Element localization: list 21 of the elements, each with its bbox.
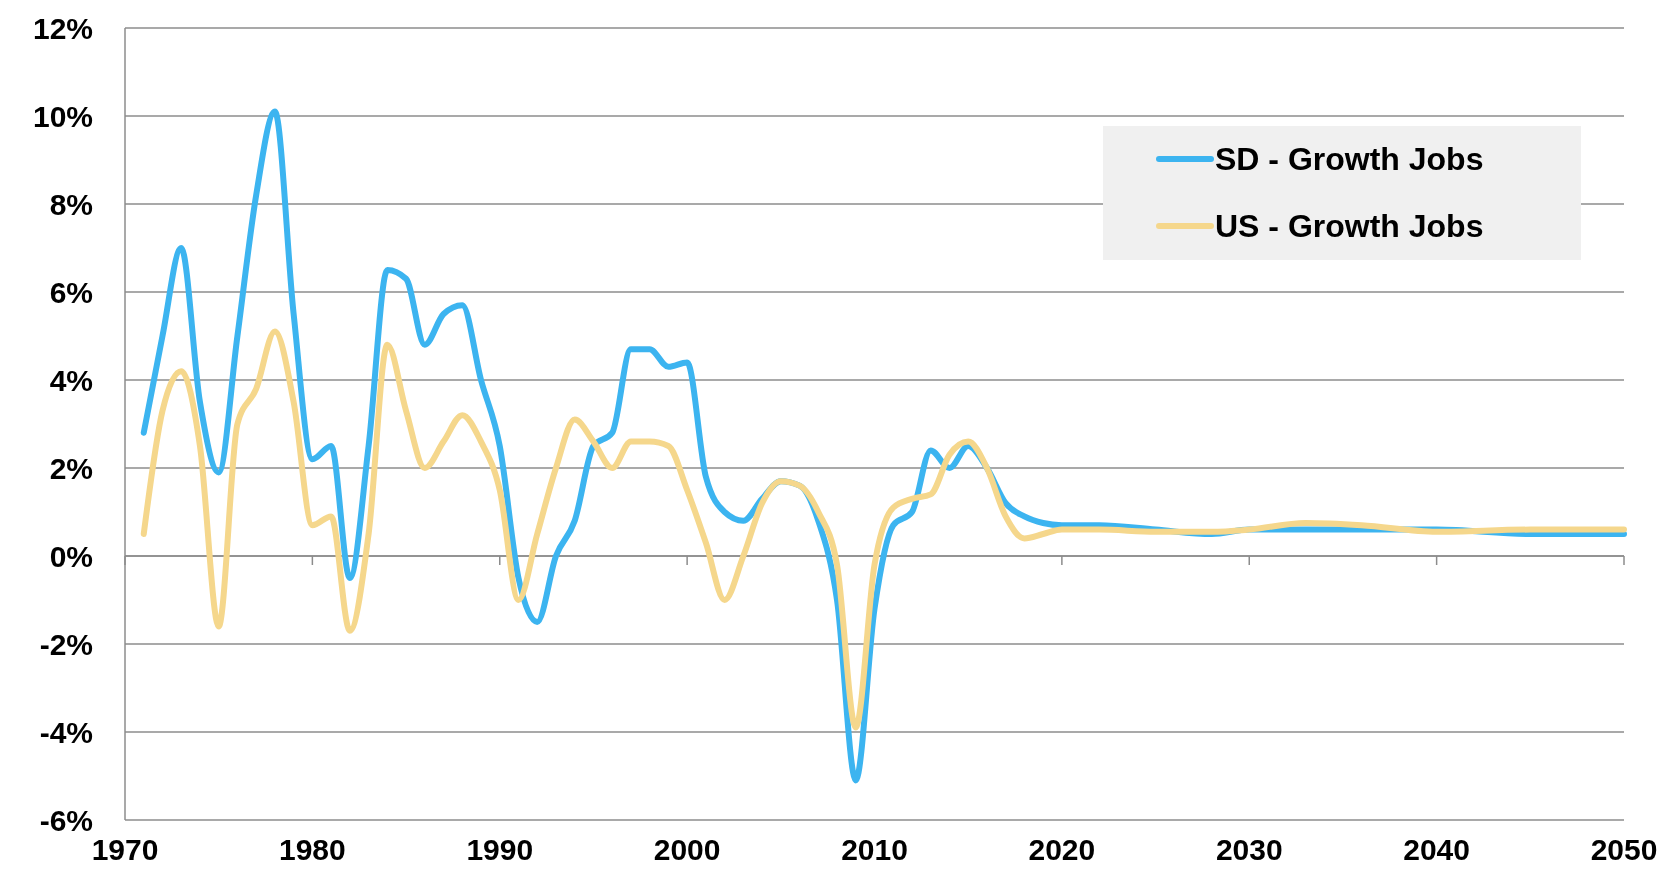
x-tick-label: 2020 [1028,833,1096,866]
x-tick-label: 2050 [1590,833,1658,866]
y-tick-label: 4% [49,363,93,397]
legend-label: US - Growth Jobs [1215,208,1484,245]
x-tick-label: 2010 [841,833,908,866]
y-tick-label: 0% [49,539,93,573]
legend-label: SD - Growth Jobs [1215,141,1484,178]
y-tick-label: 12% [32,11,93,45]
y-tick-label: 2% [49,451,93,485]
y-tick-label: -4% [39,715,93,749]
x-tick-label: 2040 [1403,833,1470,866]
y-tick-label: -2% [39,627,93,661]
x-tick-label: 1980 [279,833,346,866]
y-tick-label: 8% [49,187,93,221]
x-tick-label: 2030 [1215,833,1283,866]
x-tick-label: 2000 [653,833,721,866]
y-tick-label: 6% [49,275,93,309]
x-tick-label: 1990 [466,833,534,866]
y-tick-label: -6% [39,803,93,837]
x-tick-label: 1970 [91,833,159,866]
y-tick-label: 10% [32,99,93,133]
